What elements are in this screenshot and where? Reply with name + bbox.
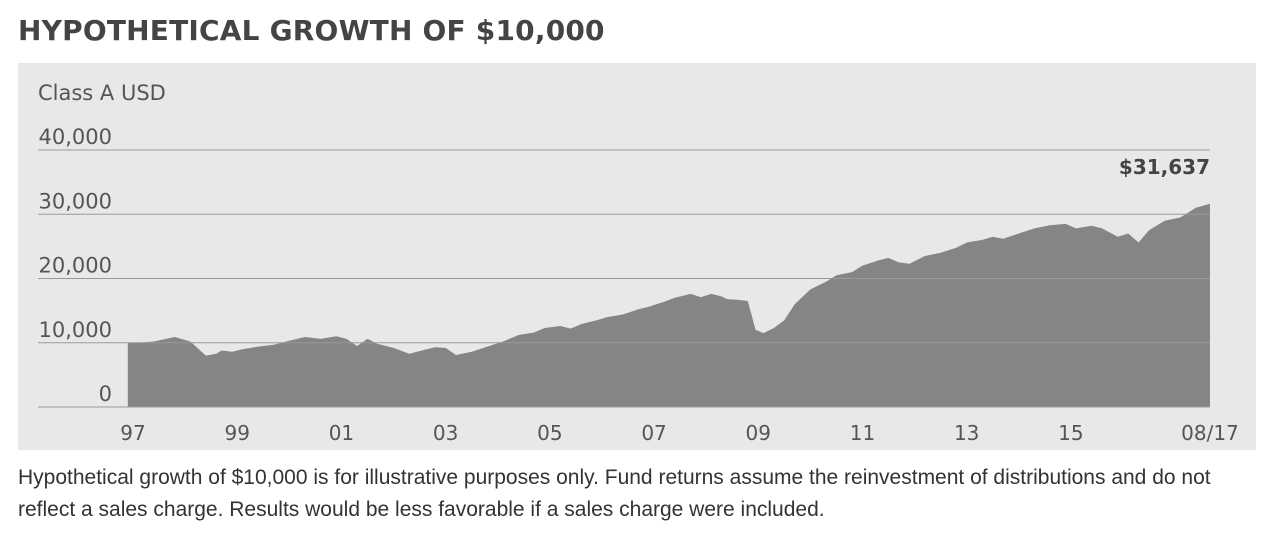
x-tick-label: 03 <box>433 421 458 445</box>
x-tick-label: 05 <box>537 421 562 445</box>
y-tick-label: 40,000 <box>39 125 112 149</box>
x-tick-label: 07 <box>641 421 666 445</box>
y-tick-label: 0 <box>99 382 112 406</box>
x-tick-label: 99 <box>224 421 249 445</box>
end-value-label: $31,637 <box>1118 155 1210 179</box>
disclaimer-footnote: Hypothetical growth of $10,000 is for il… <box>18 466 1211 521</box>
x-tick-label: 11 <box>850 421 875 445</box>
growth-chart: 0 10,000 20,000 30,000 40,000 97 99 01 03 05 07 09 1… <box>38 125 1239 445</box>
y-tick-label: 10,000 <box>39 318 112 342</box>
series-label: Class A USD <box>38 81 166 105</box>
chart-title: HYPOTHETICAL GROWTH OF $10,000 <box>18 14 605 47</box>
chart-panel: 0 10,000 20,000 30,000 40,000 97 99 01 03 05 07 09 1… <box>18 63 1256 450</box>
x-tick-label: 08/17 <box>1181 421 1239 445</box>
x-tick-label: 13 <box>954 421 979 445</box>
growth-area-series <box>127 203 1210 407</box>
y-tick-label: 20,000 <box>39 254 112 278</box>
y-tick-label: 30,000 <box>39 189 112 213</box>
x-tick-label: 15 <box>1058 421 1083 445</box>
x-tick-label: 01 <box>329 421 354 445</box>
x-tick-label: 09 <box>746 421 771 445</box>
x-tick-label: 97 <box>120 421 145 445</box>
